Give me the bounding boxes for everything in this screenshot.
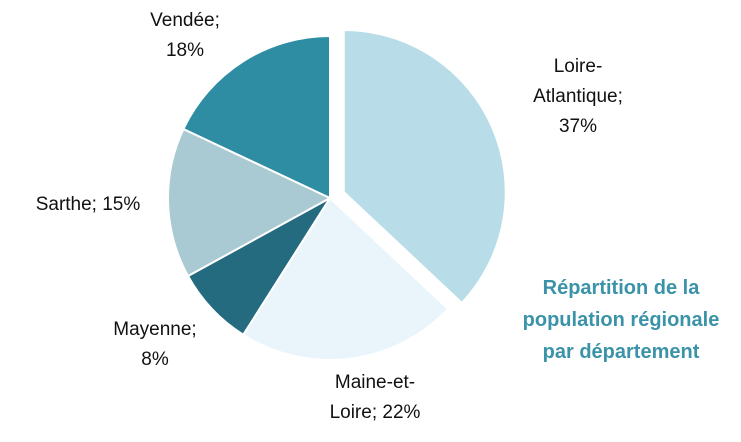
data-label: Loire- Atlantique; 37% — [533, 56, 623, 137]
data-label-line: Maine-et- — [335, 372, 415, 393]
data-label-line: 18% — [166, 40, 204, 61]
data-label: Vendée; 18% — [150, 10, 220, 61]
data-label-line: 37% — [559, 116, 597, 137]
data-label-line: Loire; 22% — [330, 402, 421, 423]
data-label-line: Loire- — [554, 56, 603, 77]
pie-slice — [241, 196, 450, 361]
data-label-line: 8% — [141, 349, 169, 370]
data-label-line: Sarthe; 15% — [36, 194, 141, 215]
data-label-line: Atlantique; — [533, 86, 623, 107]
data-label-line: Mayenne; — [113, 319, 196, 340]
data-label: Sarthe; 15% — [36, 194, 141, 215]
pie-slice — [167, 127, 333, 278]
data-label: Mayenne; 8% — [113, 319, 196, 370]
chart-title: Répartition de la population régionale p… — [522, 277, 720, 363]
data-label: Maine-et- Loire; 22% — [330, 372, 421, 423]
pie-slice — [182, 34, 331, 200]
data-label-line: Vendée; — [150, 10, 220, 31]
pie-slice — [342, 29, 507, 305]
